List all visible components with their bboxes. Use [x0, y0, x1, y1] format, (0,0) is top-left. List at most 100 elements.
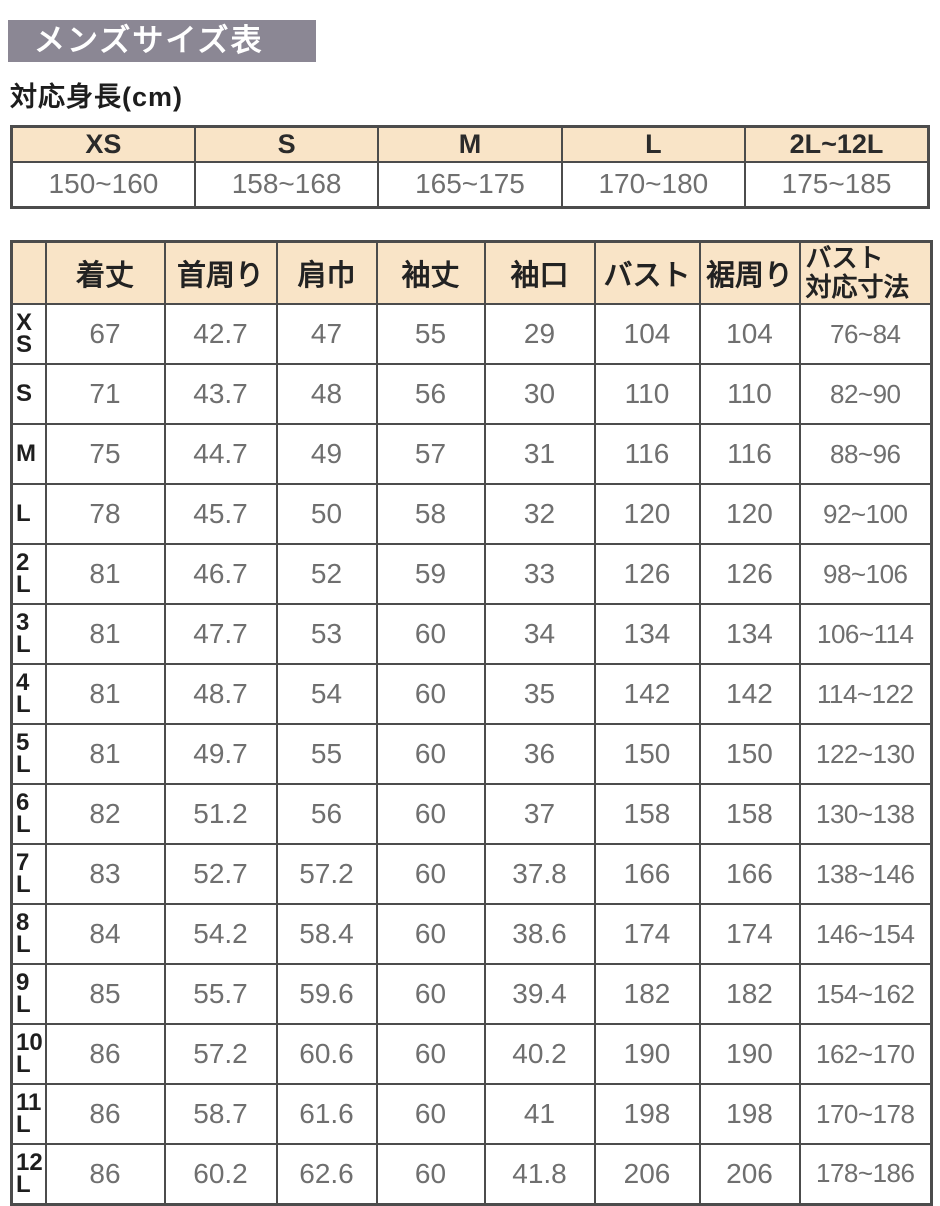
size-value-cell: 58.4 — [275, 903, 378, 965]
size-value-cell: 116 — [698, 423, 801, 485]
size-value-cell: 41 — [483, 1083, 596, 1145]
size-value-cell: 75 — [44, 423, 166, 485]
size-value-cell: 67 — [44, 303, 166, 365]
size-value-cell: 58.7 — [163, 1083, 278, 1145]
size-table-row: 6 L 82 51.2 56 60 37 158 158 130~138 — [10, 783, 933, 845]
size-value-cell: 150 — [593, 723, 701, 785]
size-row-label: M — [10, 423, 47, 485]
size-value-cell: 39.4 — [483, 963, 596, 1025]
size-value-cell: 170~178 — [798, 1083, 933, 1145]
size-row-label: 2 L — [10, 543, 47, 605]
size-value-cell: 60.6 — [275, 1023, 378, 1085]
size-value-cell: 120 — [698, 483, 801, 545]
height-header-cell: 2L~12L — [744, 125, 930, 163]
size-value-cell: 56 — [275, 783, 378, 845]
size-value-cell: 48.7 — [163, 663, 278, 725]
size-value-cell: 81 — [44, 663, 166, 725]
size-header-cell: 袖口 — [483, 240, 596, 305]
size-value-cell: 54 — [275, 663, 378, 725]
size-value-cell: 60 — [375, 1023, 486, 1085]
size-value-cell: 198 — [698, 1083, 801, 1145]
size-value-cell: 50 — [275, 483, 378, 545]
size-value-cell: 34 — [483, 603, 596, 665]
size-value-cell: 60 — [375, 603, 486, 665]
page-title: メンズサイズ表 — [8, 20, 316, 62]
size-value-cell: 174 — [593, 903, 701, 965]
size-table-header-row: 着丈 首周り 肩巾 袖丈 袖口 バスト 裾周り バスト 対応寸法 — [10, 240, 933, 305]
size-value-cell: 76~84 — [798, 303, 933, 365]
size-value-cell: 86 — [44, 1023, 166, 1085]
size-value-cell: 104 — [698, 303, 801, 365]
size-value-cell: 62.6 — [275, 1143, 378, 1205]
size-value-cell: 59.6 — [275, 963, 378, 1025]
size-value-cell: 110 — [593, 363, 701, 425]
size-value-cell: 166 — [593, 843, 701, 905]
size-header-cell: 袖丈 — [375, 240, 486, 305]
size-value-cell: 32 — [483, 483, 596, 545]
size-value-cell: 126 — [698, 543, 801, 605]
size-value-cell: 182 — [698, 963, 801, 1025]
size-value-cell: 178~186 — [798, 1143, 933, 1205]
size-row-label: 8 L — [10, 903, 47, 965]
size-value-cell: 37.8 — [483, 843, 596, 905]
size-table-row: M 75 44.7 49 57 31 116 116 88~96 — [10, 423, 933, 485]
size-value-cell: 55 — [275, 723, 378, 785]
size-value-cell: 82~90 — [798, 363, 933, 425]
size-row-label: L — [10, 483, 47, 545]
size-value-cell: 52.7 — [163, 843, 278, 905]
size-value-cell: 116 — [593, 423, 701, 485]
size-value-cell: 71 — [44, 363, 166, 425]
size-value-cell: 104 — [593, 303, 701, 365]
size-value-cell: 81 — [44, 723, 166, 785]
size-value-cell: 206 — [593, 1143, 701, 1205]
size-value-cell: 106~114 — [798, 603, 933, 665]
size-row-label: 6 L — [10, 783, 47, 845]
size-value-cell: 47.7 — [163, 603, 278, 665]
size-value-cell: 162~170 — [798, 1023, 933, 1085]
size-value-cell: 55 — [375, 303, 486, 365]
size-value-cell: 40.2 — [483, 1023, 596, 1085]
size-value-cell: 130~138 — [798, 783, 933, 845]
size-row-label: 4 L — [10, 663, 47, 725]
size-value-cell: 142 — [593, 663, 701, 725]
size-header-cell: 裾周り — [698, 240, 801, 305]
size-value-cell: 174 — [698, 903, 801, 965]
size-header-cell: 着丈 — [44, 240, 166, 305]
height-value-cell: 170~180 — [560, 161, 747, 208]
size-value-cell: 53 — [275, 603, 378, 665]
size-table-row: 9 L 85 55.7 59.6 60 39.4 182 182 154~162 — [10, 963, 933, 1025]
size-value-cell: 198 — [593, 1083, 701, 1145]
height-header-cell: L — [560, 125, 747, 163]
size-table-row: 12 L 86 60.2 62.6 60 41.8 206 206 178~186 — [10, 1143, 933, 1205]
size-table-row: S 71 43.7 48 56 30 110 110 82~90 — [10, 363, 933, 425]
size-value-cell: 49.7 — [163, 723, 278, 785]
size-row-label: 10 L — [10, 1023, 47, 1085]
size-table-row: 3 L 81 47.7 53 60 34 134 134 106~114 — [10, 603, 933, 665]
size-value-cell: 57.2 — [163, 1023, 278, 1085]
size-value-cell: 59 — [375, 543, 486, 605]
size-value-cell: 29 — [483, 303, 596, 365]
size-row-label: 11 L — [10, 1083, 47, 1145]
size-value-cell: 83 — [44, 843, 166, 905]
size-header-cell: 肩巾 — [275, 240, 378, 305]
size-value-cell: 190 — [593, 1023, 701, 1085]
size-value-cell: 60 — [375, 1083, 486, 1145]
size-value-cell: 138~146 — [798, 843, 933, 905]
size-value-cell: 49 — [275, 423, 378, 485]
size-row-label: S — [10, 363, 47, 425]
size-header-cell: バスト 対応寸法 — [798, 240, 933, 305]
size-row-label: 5 L — [10, 723, 47, 785]
size-table-row: 5 L 81 49.7 55 60 36 150 150 122~130 — [10, 723, 933, 785]
size-value-cell: 45.7 — [163, 483, 278, 545]
size-value-cell: 58 — [375, 483, 486, 545]
size-table-row: L 78 45.7 50 58 32 120 120 92~100 — [10, 483, 933, 545]
size-table-row: 7 L 83 52.7 57.2 60 37.8 166 166 138~146 — [10, 843, 933, 905]
size-value-cell: 57 — [375, 423, 486, 485]
size-value-cell: 85 — [44, 963, 166, 1025]
size-value-cell: 126 — [593, 543, 701, 605]
size-value-cell: 86 — [44, 1083, 166, 1145]
size-value-cell: 81 — [44, 603, 166, 665]
size-value-cell: 190 — [698, 1023, 801, 1085]
size-value-cell: 92~100 — [798, 483, 933, 545]
size-value-cell: 36 — [483, 723, 596, 785]
